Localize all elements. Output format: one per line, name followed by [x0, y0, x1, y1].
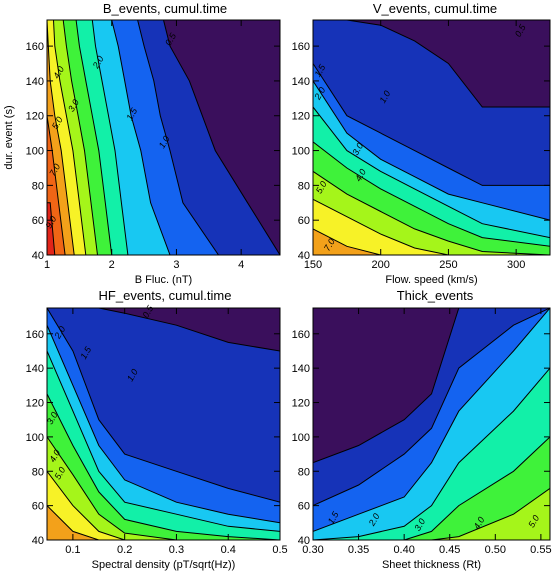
x-axis-label: Spectral density (pT/sqrt(Hz)) [92, 559, 236, 571]
y-tick-label: 120 [292, 398, 310, 410]
y-tick-label: 120 [26, 398, 44, 410]
y-tick-label: 80 [298, 180, 310, 192]
y-tick-label: 80 [32, 466, 44, 478]
x-axis-label: Sheet thickness (Rt) [382, 559, 481, 571]
x-tick-label: 0.4 [221, 544, 236, 556]
y-tick-label: 60 [298, 501, 310, 513]
x-tick-label: 250 [439, 259, 457, 271]
plot-frame [312, 307, 551, 541]
panel-hf-events: 0.51.01.52.03.04.05.00.1 0.2 0.3 0.4 0.54060… [26, 288, 288, 571]
fill-band-5 [313, 487, 550, 540]
panel-b-events: 0.51.01.52.03.04.05.07.09.01 2 3 4406080100… [3, 1, 281, 286]
y-tick-label: 100 [26, 146, 44, 158]
y-tick-label: 40 [298, 535, 310, 547]
fill-band-9 [47, 202, 56, 255]
x-tick-label: 0.40 [393, 544, 414, 556]
x-tick-label: 150 [304, 259, 322, 271]
panel-title: HF_events, cumul.time [99, 288, 232, 303]
plot-frame [312, 19, 551, 256]
x-tick-label: 1 [44, 259, 50, 271]
y-tick-label: 140 [292, 363, 310, 375]
fill-band-7 [313, 228, 381, 255]
y-tick-label: 120 [292, 111, 310, 123]
plot-frame [46, 19, 281, 256]
y-tick-label: 60 [32, 501, 44, 513]
y-tick-label: 100 [292, 146, 310, 158]
y-tick-label: 160 [292, 41, 310, 53]
y-tick-label: 80 [298, 466, 310, 478]
y-tick-label: 100 [292, 432, 310, 444]
x-tick-label: 0.5 [272, 544, 287, 556]
fill-band-2 [47, 350, 280, 540]
panel-thick-events: 1.5 2.0 3.0 4.0 5.00.30 0.35 0.40 0.45 0.50 0.554… [292, 288, 552, 571]
y-tick-label: 80 [32, 180, 44, 192]
x-tick-label: 200 [372, 259, 390, 271]
x-tick-label: 0.35 [348, 544, 369, 556]
x-tick-label: 0.45 [439, 544, 460, 556]
y-axis-label: dur. event (s) [3, 105, 15, 169]
x-tick-label: 4 [238, 259, 244, 271]
contour-fills [313, 308, 550, 540]
x-tick-label: 2 [109, 259, 115, 271]
x-tick-label: 0.55 [530, 544, 551, 556]
y-tick-label: 40 [298, 250, 310, 262]
x-tick-label: 0.2 [117, 544, 132, 556]
y-tick-label: 160 [26, 41, 44, 53]
x-axis-label: Flow. speed (km/s) [385, 274, 477, 286]
x-tick-label: 300 [507, 259, 525, 271]
y-tick-label: 40 [32, 535, 44, 547]
panel-title: B_events, cumul.time [103, 1, 227, 16]
y-tick-label: 140 [292, 76, 310, 88]
x-tick-label: 0.30 [302, 544, 323, 556]
x-tick-label: 3 [173, 259, 179, 271]
contour-fills [313, 20, 550, 255]
panel-title: Thick_events [397, 288, 474, 303]
y-tick-label: 120 [26, 111, 44, 123]
x-tick-label: 0.3 [169, 544, 184, 556]
y-tick-label: 100 [26, 432, 44, 444]
contour-fills [47, 308, 280, 540]
contour-fills [47, 20, 280, 255]
y-tick-label: 60 [32, 215, 44, 227]
y-tick-label: 160 [292, 329, 310, 341]
x-tick-label: 0.50 [485, 544, 506, 556]
x-tick-label: 0.1 [65, 544, 80, 556]
y-tick-label: 40 [32, 250, 44, 262]
fill-band-4 [313, 436, 550, 540]
y-tick-label: 160 [26, 329, 44, 341]
fill-band-5 [313, 198, 550, 255]
fill-band-3 [47, 393, 280, 540]
panel-title: V_events, cumul.time [373, 1, 497, 16]
y-tick-label: 60 [298, 215, 310, 227]
y-tick-label: 140 [26, 363, 44, 375]
x-axis-label: B Fluc. (nT) [135, 274, 192, 286]
fill-band-7 [47, 504, 99, 540]
y-tick-label: 140 [26, 76, 44, 88]
plot-frame [46, 307, 281, 541]
